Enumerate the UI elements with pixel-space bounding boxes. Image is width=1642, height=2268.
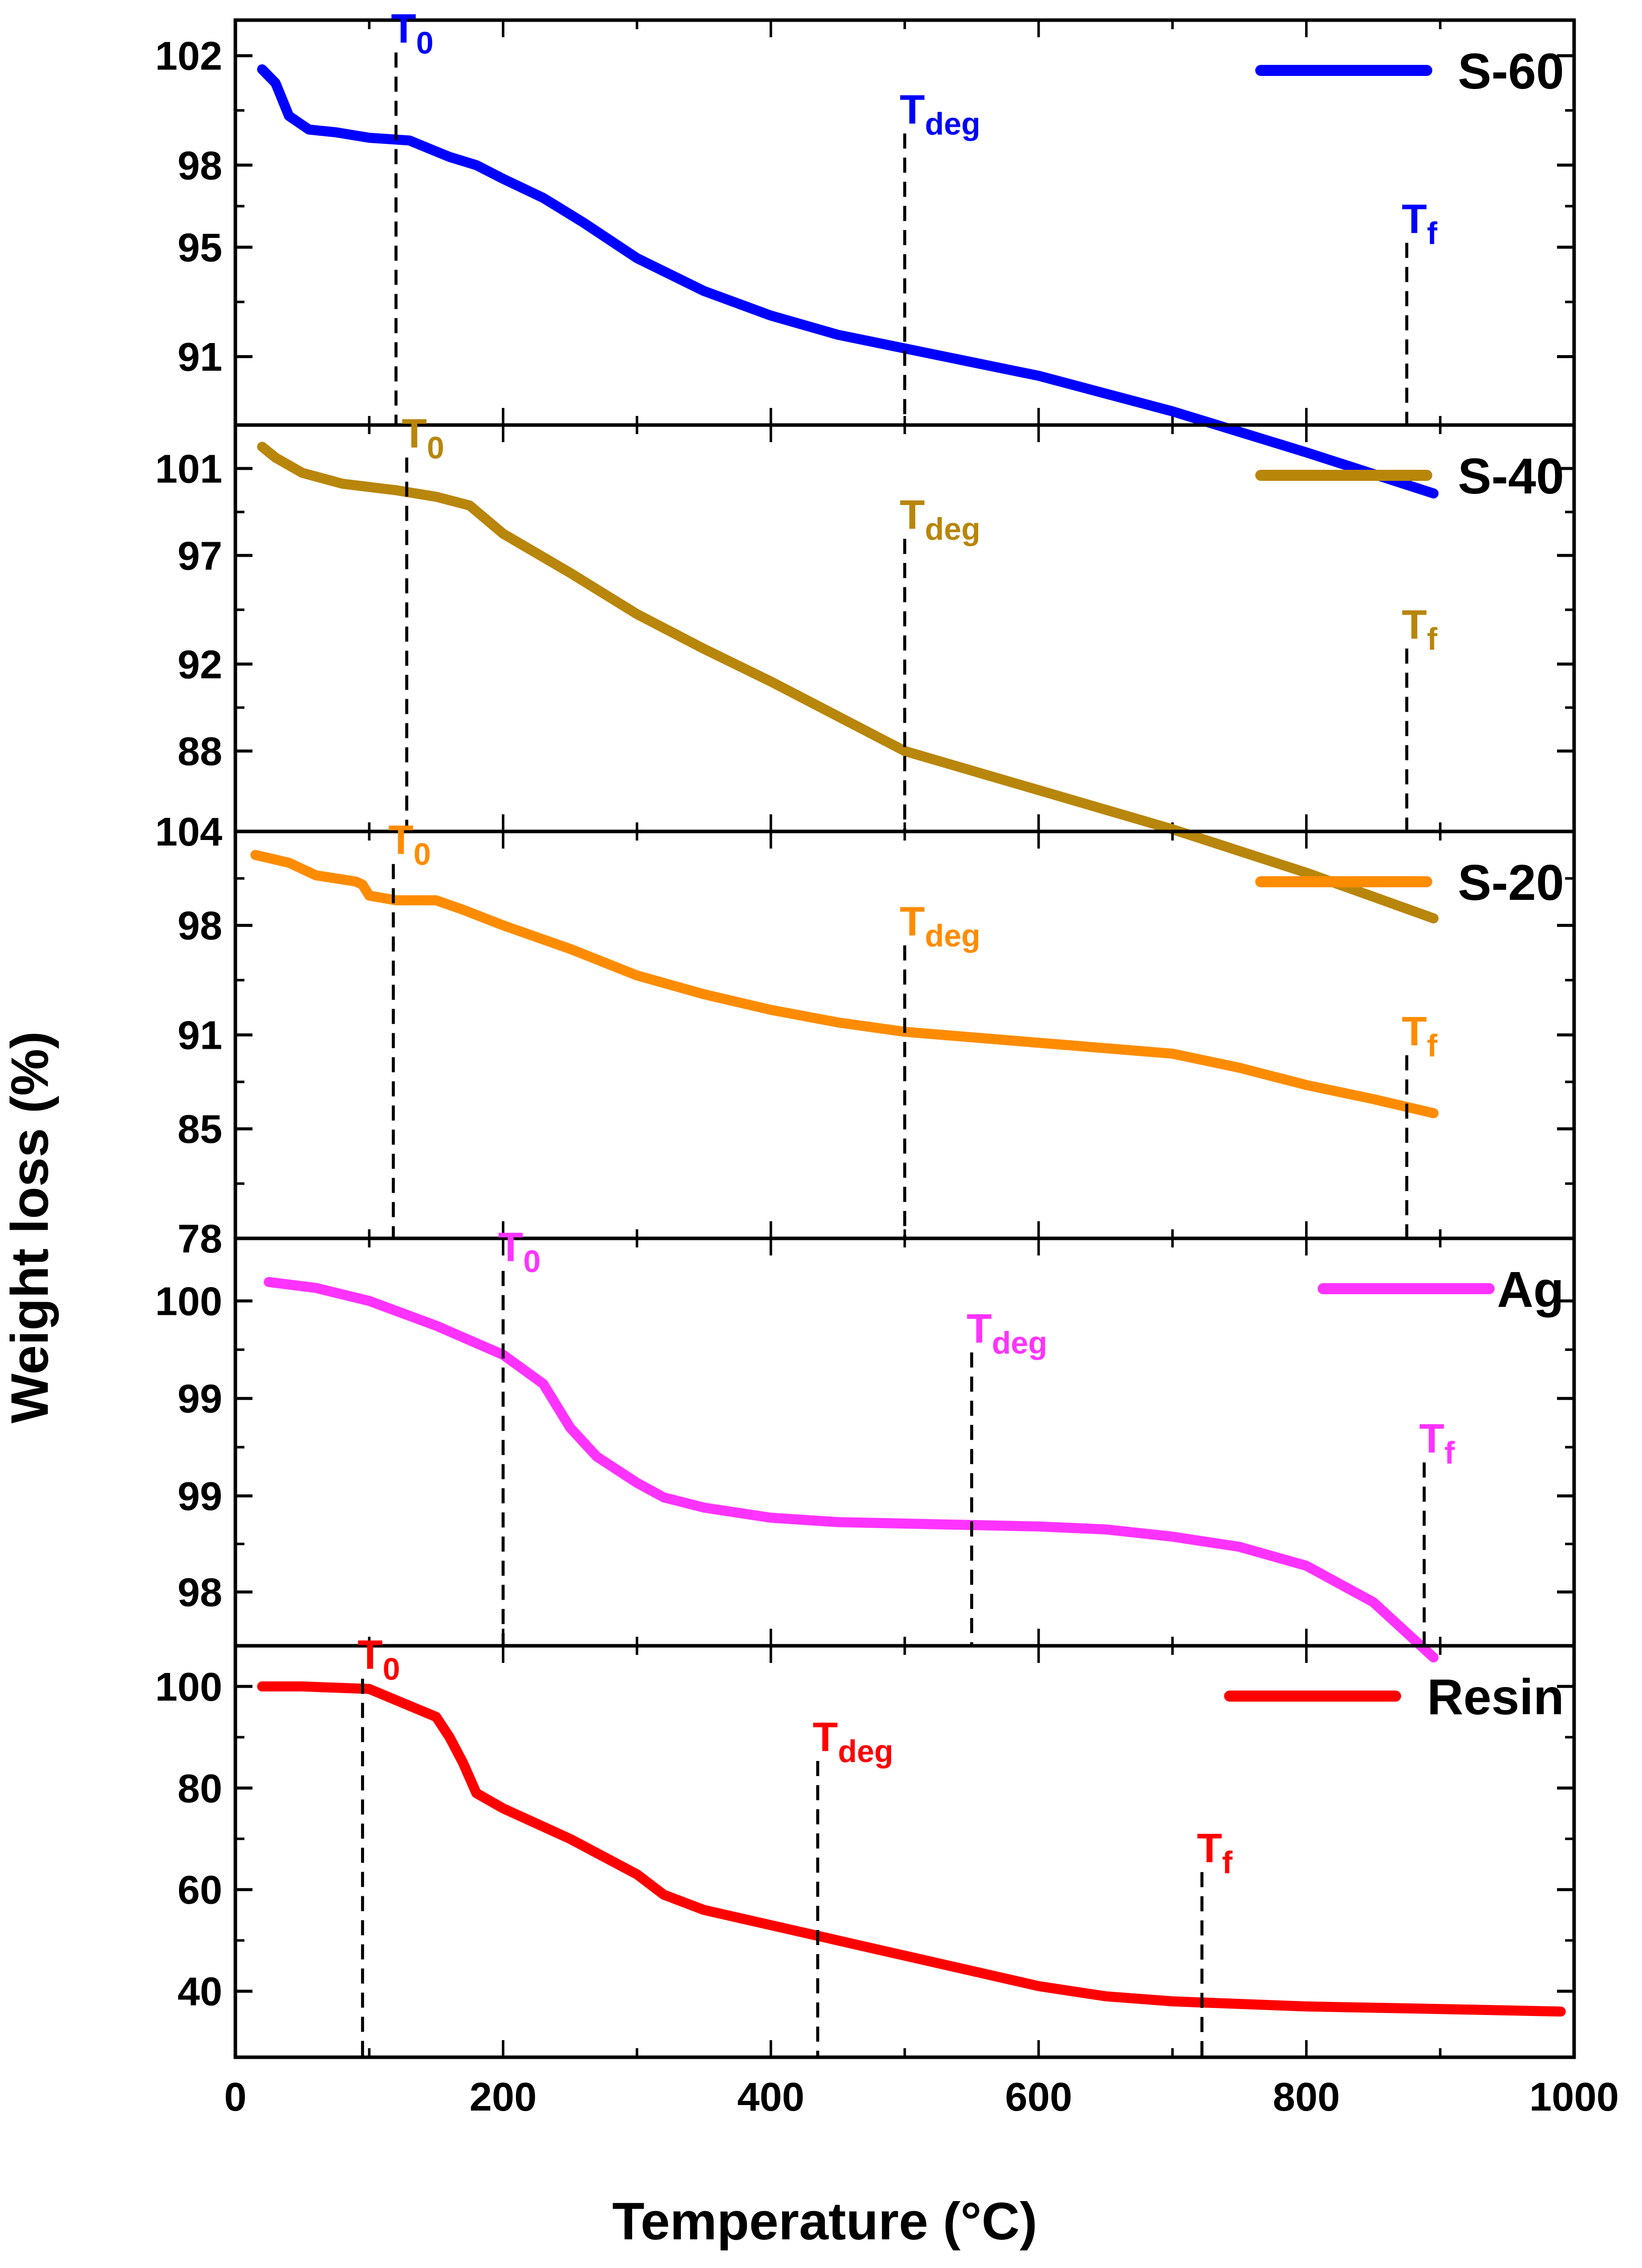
marker-label-main: T: [1419, 1416, 1444, 1462]
x-tick-label: 0: [224, 2074, 247, 2119]
y-tick-label: 40: [178, 1969, 222, 2014]
marker-label-main: T: [813, 1714, 838, 1760]
y-tick-label: 60: [178, 1868, 222, 1912]
marker-label-main: T: [391, 6, 416, 51]
series-line-s-40: [257, 442, 1439, 923]
marker-label-main: T: [900, 87, 925, 132]
y-tick-label: 99: [178, 1474, 222, 1519]
marker-label: Tf: [1419, 1416, 1455, 1471]
y-tick-label: 97: [178, 533, 222, 578]
x-axis: 0 200 400 600 800 1000: [224, 2074, 1619, 2119]
x-tick-label: 1000: [1529, 2074, 1619, 2119]
x-tick-label: 800: [1273, 2074, 1340, 2119]
y-tick-label: 78: [178, 1216, 222, 1261]
marker-label-sub: 0: [416, 26, 434, 60]
marker-label-sub: deg: [992, 1326, 1047, 1361]
marker-label-main: T: [402, 411, 427, 457]
y-tick-label: 104: [155, 809, 223, 854]
marker-label: Tdeg: [813, 1714, 893, 1769]
y-tick-label: 100: [155, 1664, 222, 1709]
marker-label: Tf: [1197, 1825, 1233, 1880]
marker-label: Tf: [1402, 1009, 1437, 1063]
y-tick-label: 102: [155, 34, 222, 78]
series-line-s-20: [250, 850, 1439, 1119]
y-tick-label: 98: [178, 1570, 222, 1615]
marker-label-sub: 0: [523, 1244, 540, 1279]
y-axis-title: Weight loss (%): [1, 1031, 59, 1423]
legend-label: Resin: [1427, 1669, 1564, 1725]
y-tick-label: 88: [178, 729, 222, 774]
marker-label-sub: deg: [925, 107, 980, 141]
marker-label: Tf: [1402, 602, 1437, 656]
y-tick-label: 91: [178, 1013, 222, 1058]
marker-label-main: T: [498, 1224, 523, 1270]
panel-frame: [233, 1236, 1576, 1648]
y-tick-label: 91: [178, 334, 222, 379]
y-tick-label: 98: [178, 143, 222, 188]
marker-label: T0: [391, 6, 434, 60]
series-line-s-60: [257, 64, 1439, 498]
marker-label-sub: 0: [427, 431, 444, 466]
marker-label: T0: [358, 1632, 400, 1687]
marker-label: T0: [388, 817, 431, 872]
marker-label-main: T: [967, 1306, 992, 1352]
marker-label-sub: deg: [925, 919, 980, 954]
marker-label-main: T: [1197, 1825, 1222, 1871]
marker-label-main: T: [900, 492, 925, 538]
marker-label: Tdeg: [967, 1306, 1047, 1361]
marker-label-sub: f: [1222, 1845, 1233, 1880]
x-tick-label: 600: [1005, 2074, 1072, 2119]
marker-label: Tdeg: [900, 492, 980, 547]
marker-label-sub: f: [1444, 1436, 1455, 1471]
y-tick-label: 98: [178, 903, 222, 948]
legend-label: S-40: [1458, 448, 1564, 505]
marker-label: Tf: [1402, 196, 1437, 251]
marker-label: T0: [498, 1224, 541, 1279]
y-tick-label: 101: [155, 446, 222, 491]
y-tick-label: 92: [178, 642, 222, 687]
series-line-resin: [257, 1681, 1566, 2017]
marker-label: Tdeg: [900, 899, 980, 954]
x-tick-label: 400: [737, 2074, 804, 2119]
marker-label-sub: deg: [838, 1734, 893, 1769]
legend-label: S-20: [1458, 855, 1564, 911]
marker-label-main: T: [1402, 602, 1427, 647]
marker-label-main: T: [358, 1632, 383, 1677]
marker-label-sub: f: [1427, 622, 1437, 656]
y-tick-label: 100: [155, 1279, 222, 1323]
marker-label-sub: deg: [925, 512, 980, 547]
marker-label-main: T: [388, 817, 413, 863]
marker-label-main: T: [900, 899, 925, 945]
marker-label: T0: [402, 411, 445, 466]
x-axis-title: Temperature (°C): [612, 2192, 1037, 2251]
marker-label-sub: 0: [383, 1652, 400, 1687]
panel-frame: [233, 1644, 1576, 2059]
x-tick-label: 200: [470, 2074, 537, 2119]
legend-label: Ag: [1497, 1262, 1564, 1318]
legend-label: S-60: [1458, 43, 1564, 100]
y-tick-label: 99: [178, 1376, 222, 1421]
marker-label-sub: f: [1427, 216, 1437, 251]
panels: 102989591S-60T0TdegTf101979288S-40T0Tdeg…: [155, 6, 1576, 2059]
marker-label-sub: 0: [413, 837, 430, 872]
marker-label-main: T: [1402, 196, 1427, 242]
marker-label-main: T: [1402, 1009, 1427, 1054]
series-line-ag: [264, 1277, 1439, 1663]
marker-label: Tdeg: [900, 87, 980, 141]
y-tick-label: 85: [178, 1107, 222, 1151]
y-tick-label: 95: [178, 225, 222, 270]
marker-label-sub: f: [1427, 1029, 1437, 1063]
y-tick-label: 80: [178, 1766, 222, 1811]
